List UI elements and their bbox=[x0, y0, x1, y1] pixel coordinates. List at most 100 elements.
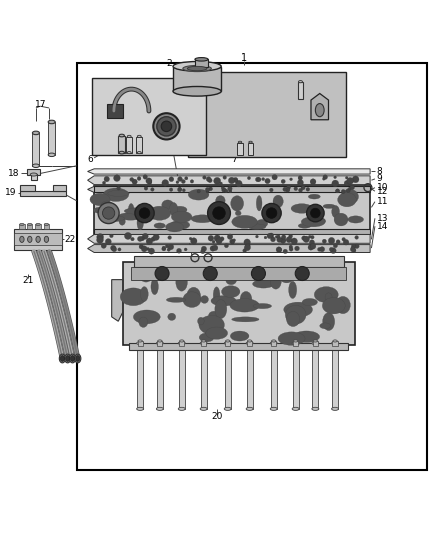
Circle shape bbox=[197, 190, 200, 193]
Ellipse shape bbox=[270, 407, 277, 410]
Ellipse shape bbox=[332, 342, 339, 345]
Bar bbox=[44, 224, 49, 229]
Circle shape bbox=[130, 177, 134, 181]
Ellipse shape bbox=[139, 317, 148, 327]
Circle shape bbox=[147, 247, 149, 251]
Circle shape bbox=[112, 247, 117, 252]
Ellipse shape bbox=[200, 407, 207, 410]
Bar bbox=[136, 137, 142, 152]
Circle shape bbox=[146, 238, 153, 245]
Circle shape bbox=[330, 248, 336, 254]
Circle shape bbox=[289, 247, 293, 251]
Ellipse shape bbox=[198, 317, 204, 325]
Polygon shape bbox=[20, 185, 35, 191]
Text: 9: 9 bbox=[377, 174, 382, 183]
Ellipse shape bbox=[215, 196, 225, 205]
Circle shape bbox=[168, 236, 171, 239]
Bar bbox=[32, 133, 39, 166]
Ellipse shape bbox=[158, 340, 162, 342]
Circle shape bbox=[282, 235, 286, 239]
Circle shape bbox=[110, 245, 116, 251]
Circle shape bbox=[344, 181, 350, 186]
Ellipse shape bbox=[180, 340, 184, 342]
Circle shape bbox=[138, 236, 143, 241]
Ellipse shape bbox=[302, 298, 318, 306]
Ellipse shape bbox=[119, 151, 124, 154]
Ellipse shape bbox=[59, 354, 65, 363]
Circle shape bbox=[208, 236, 214, 241]
Ellipse shape bbox=[284, 302, 312, 317]
Text: 14: 14 bbox=[377, 222, 388, 231]
Circle shape bbox=[283, 249, 287, 254]
Ellipse shape bbox=[313, 340, 318, 342]
Ellipse shape bbox=[178, 407, 185, 410]
Ellipse shape bbox=[253, 303, 272, 309]
Bar bbox=[48, 122, 55, 155]
Circle shape bbox=[224, 244, 229, 248]
Ellipse shape bbox=[278, 332, 305, 345]
Circle shape bbox=[137, 176, 141, 181]
Ellipse shape bbox=[289, 281, 297, 298]
Circle shape bbox=[302, 236, 306, 240]
Ellipse shape bbox=[148, 206, 171, 220]
Circle shape bbox=[297, 180, 304, 185]
Ellipse shape bbox=[100, 215, 124, 222]
Ellipse shape bbox=[224, 407, 231, 410]
Ellipse shape bbox=[298, 223, 311, 228]
Bar bbox=[225, 343, 231, 409]
Ellipse shape bbox=[108, 190, 129, 196]
Ellipse shape bbox=[211, 296, 236, 306]
Ellipse shape bbox=[240, 292, 252, 307]
Ellipse shape bbox=[315, 103, 324, 117]
Circle shape bbox=[291, 238, 297, 244]
Circle shape bbox=[328, 237, 335, 244]
Circle shape bbox=[110, 234, 113, 238]
Circle shape bbox=[227, 234, 233, 239]
Ellipse shape bbox=[36, 236, 40, 243]
Circle shape bbox=[219, 182, 223, 185]
Circle shape bbox=[201, 249, 205, 254]
Ellipse shape bbox=[162, 200, 173, 210]
Bar bbox=[237, 142, 243, 155]
Circle shape bbox=[162, 246, 165, 249]
Ellipse shape bbox=[199, 333, 214, 342]
Circle shape bbox=[178, 188, 181, 191]
Circle shape bbox=[167, 248, 170, 251]
Ellipse shape bbox=[201, 296, 208, 303]
Circle shape bbox=[201, 246, 207, 252]
Circle shape bbox=[278, 248, 282, 252]
Text: 7: 7 bbox=[110, 141, 116, 150]
Ellipse shape bbox=[230, 331, 249, 341]
Ellipse shape bbox=[248, 224, 266, 230]
Circle shape bbox=[146, 178, 152, 184]
Circle shape bbox=[151, 188, 154, 191]
Ellipse shape bbox=[249, 141, 252, 143]
Ellipse shape bbox=[173, 61, 221, 71]
Ellipse shape bbox=[332, 206, 339, 218]
Ellipse shape bbox=[93, 207, 107, 213]
Bar bbox=[271, 341, 276, 346]
Circle shape bbox=[168, 244, 174, 250]
Circle shape bbox=[266, 208, 277, 219]
Circle shape bbox=[295, 246, 299, 251]
Circle shape bbox=[143, 175, 148, 179]
Ellipse shape bbox=[137, 151, 141, 154]
Circle shape bbox=[151, 237, 155, 241]
Circle shape bbox=[191, 238, 197, 244]
Circle shape bbox=[280, 237, 286, 244]
Circle shape bbox=[346, 176, 348, 179]
Circle shape bbox=[212, 245, 218, 251]
Text: 4: 4 bbox=[145, 147, 151, 156]
Circle shape bbox=[350, 247, 356, 252]
Circle shape bbox=[165, 245, 169, 248]
Ellipse shape bbox=[232, 317, 259, 322]
Circle shape bbox=[244, 245, 251, 251]
Circle shape bbox=[262, 177, 265, 181]
Bar bbox=[248, 142, 253, 155]
Bar bbox=[94, 187, 370, 233]
Ellipse shape bbox=[138, 340, 142, 342]
Ellipse shape bbox=[119, 134, 124, 137]
Circle shape bbox=[206, 190, 209, 193]
Bar bbox=[225, 341, 230, 346]
Circle shape bbox=[209, 187, 212, 191]
